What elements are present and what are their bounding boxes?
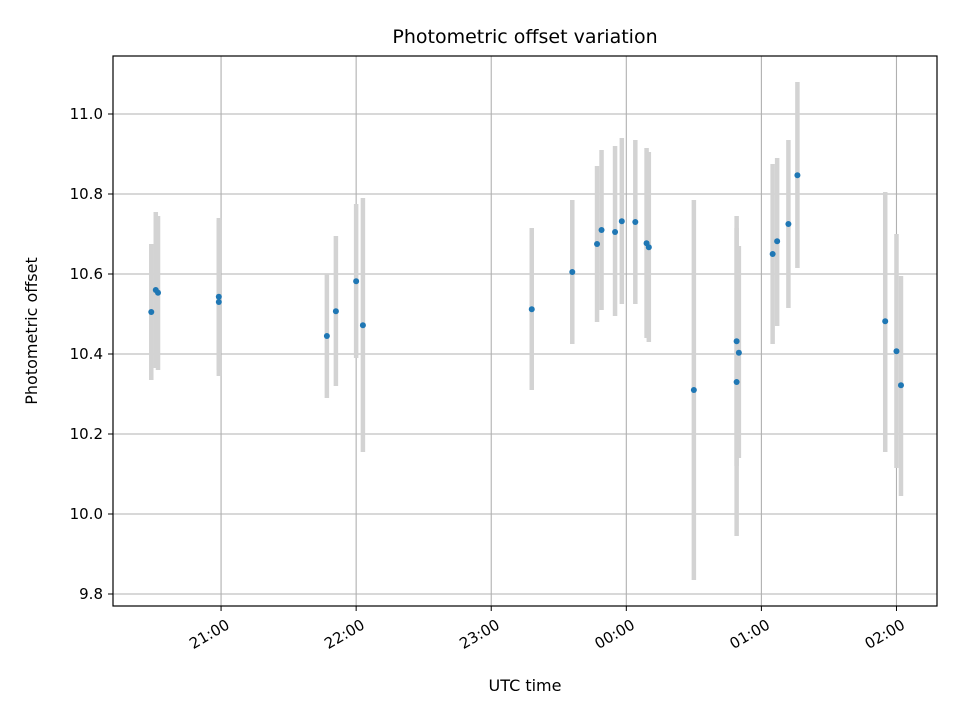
data-point bbox=[882, 318, 889, 325]
data-point bbox=[353, 278, 360, 285]
x-tick-label: 21:00 bbox=[186, 616, 232, 653]
data-point bbox=[215, 299, 222, 305]
y-tick-label: 11.0 bbox=[70, 105, 103, 123]
data-point bbox=[528, 306, 535, 313]
data-point bbox=[733, 379, 740, 385]
data-point bbox=[735, 349, 742, 356]
data-points bbox=[148, 172, 904, 393]
data-point bbox=[794, 172, 801, 179]
data-point bbox=[323, 333, 330, 339]
data-point bbox=[618, 218, 625, 225]
x-tick-label: 01:00 bbox=[727, 616, 773, 653]
data-point bbox=[569, 269, 576, 275]
y-tick-label: 10.0 bbox=[70, 505, 103, 523]
y-tick-label: 10.2 bbox=[70, 425, 103, 443]
data-point bbox=[332, 308, 339, 315]
error-bars bbox=[149, 82, 904, 580]
data-point bbox=[774, 238, 781, 245]
x-tick-label: 22:00 bbox=[321, 616, 367, 653]
x-axis: 21:00 22:00 23:00 00:00 01:00 02:00 bbox=[186, 606, 908, 653]
data-point bbox=[155, 289, 162, 296]
data-point bbox=[893, 348, 900, 355]
data-point bbox=[612, 229, 619, 235]
data-point bbox=[594, 241, 601, 247]
data-point bbox=[645, 244, 652, 251]
data-point bbox=[769, 251, 776, 257]
x-tick-label: 00:00 bbox=[591, 616, 637, 653]
y-tick-label: 10.8 bbox=[70, 185, 103, 203]
chart-title: Photometric offset variation bbox=[392, 26, 657, 48]
x-tick-label: 02:00 bbox=[862, 616, 908, 653]
data-point bbox=[690, 387, 697, 393]
data-point bbox=[215, 293, 222, 300]
y-axis: 9.8 10.0 10.2 10.4 10.6 10.8 11.0 bbox=[70, 105, 113, 603]
data-point bbox=[785, 221, 792, 227]
plot-frame bbox=[112, 55, 938, 607]
data-point bbox=[897, 382, 904, 389]
grid bbox=[113, 56, 937, 606]
y-axis-label: Photometric offset bbox=[22, 257, 41, 405]
x-tick-label: 23:00 bbox=[456, 616, 502, 653]
y-tick-label: 9.8 bbox=[79, 585, 103, 603]
y-tick-label: 10.4 bbox=[70, 345, 103, 363]
data-point bbox=[148, 309, 155, 315]
data-point bbox=[733, 338, 740, 345]
data-point bbox=[359, 322, 366, 329]
data-point bbox=[598, 227, 605, 233]
data-point bbox=[632, 219, 639, 225]
y-tick-label: 10.6 bbox=[70, 265, 103, 283]
x-axis-label: UTC time bbox=[489, 676, 562, 695]
